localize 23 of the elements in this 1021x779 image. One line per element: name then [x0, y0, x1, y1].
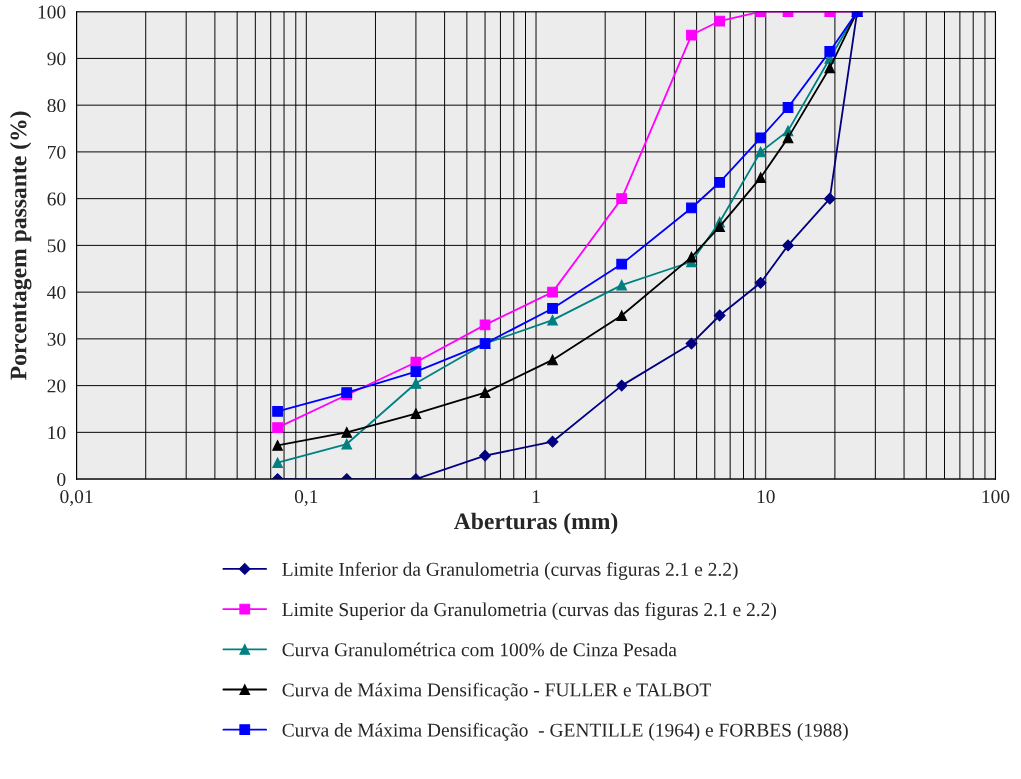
x-tick-label: 1	[532, 490, 540, 503]
x-tick-label: 0,1	[294, 490, 318, 506]
x-tick-label: 0,01	[60, 490, 93, 506]
legend-label: Limite Inferior da Granulometria (curvas figuras 2.1 e 2.2)	[282, 562, 738, 580]
y-tick-label: 80	[47, 98, 66, 113]
y-tick-label: 70	[48, 145, 66, 159]
y-tick-label: 30	[47, 332, 66, 346]
y-tick-label: 50	[47, 239, 66, 253]
x-tick-label: 100	[982, 490, 1010, 504]
y-tick-label: 0	[57, 472, 66, 487]
x-axis-title: Aberturas (mm)	[453, 512, 618, 535]
y-tick-label: 100	[38, 5, 66, 19]
legend-label: Curva Granulométrica com 100% de Cinza Pesada	[282, 642, 677, 657]
y-tick-label: 20	[47, 379, 66, 393]
x-tick-label: 10	[757, 490, 775, 504]
legend-label: Curva de Máxima Densificação - GENTILLE (1964) e FORBES (1988)	[282, 722, 848, 741]
legend-label: Curva de Máxima Densificação - FULLER e TALBOT	[282, 682, 711, 701]
y-axis-title: Porcentagem passante (%)	[9, 111, 32, 380]
y-tick-label: 40	[47, 285, 66, 300]
y-tick-label: 90	[47, 52, 66, 66]
y-tick-label: 60	[47, 192, 66, 206]
y-tick-label: 10	[48, 426, 66, 440]
legend-label: Limite Superior da Granulometria (curvas das figuras 2.1 e 2.2)	[282, 602, 776, 621]
